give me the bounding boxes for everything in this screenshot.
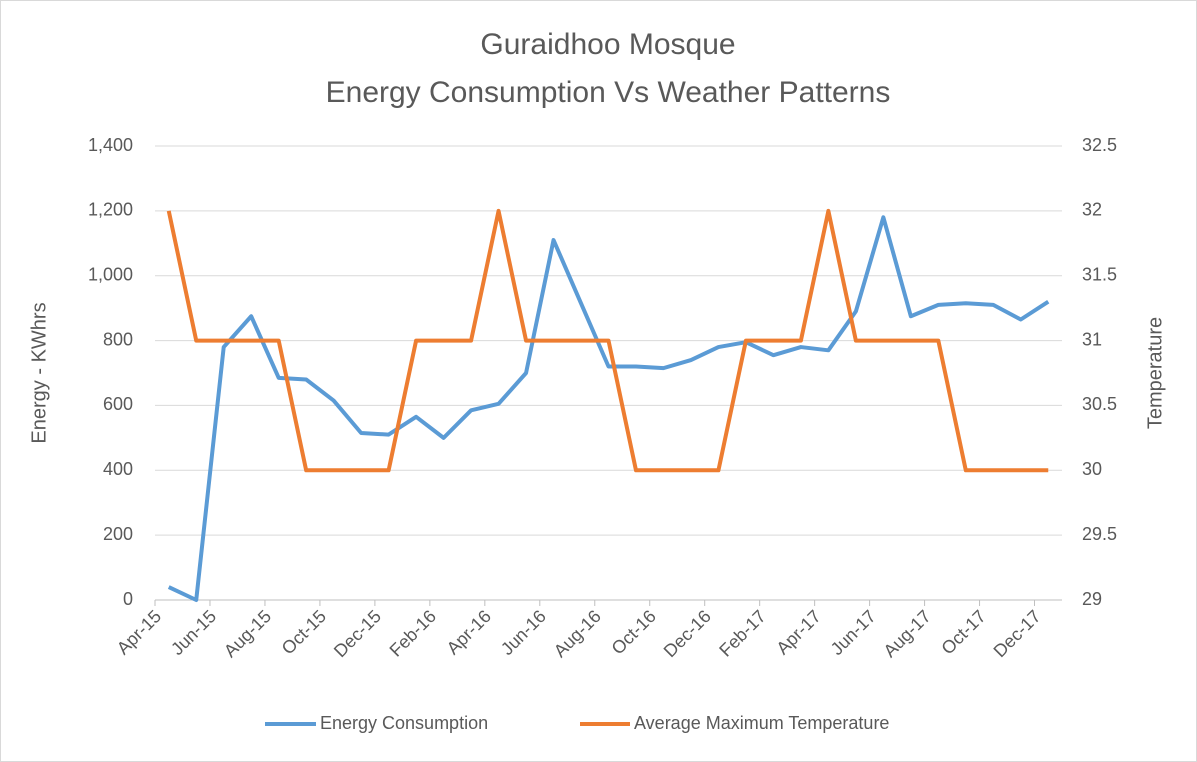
y2-tick-label: 32.5: [1082, 135, 1117, 155]
y-tick-label: 1,400: [88, 135, 133, 155]
chart-subtitle: Energy Consumption Vs Weather Patterns: [326, 76, 891, 109]
legend-label: Average Maximum Temperature: [634, 713, 889, 733]
y-tick-label: 600: [103, 394, 133, 414]
series-line: [166, 208, 1049, 473]
y-tick-label: 400: [103, 459, 133, 479]
y-tick-label: 200: [103, 524, 133, 544]
legend-label: Energy Consumption: [320, 713, 488, 733]
series-line: [167, 215, 1050, 602]
y2-tick-label: 30.5: [1082, 394, 1117, 414]
y-axis-label: Energy - KWhrs: [28, 302, 50, 443]
y2-tick-label: 32: [1082, 200, 1102, 220]
y-tick-label: 800: [103, 329, 133, 349]
y-tick-label: 1,200: [88, 200, 133, 220]
y-tick-label: 0: [123, 589, 133, 609]
y2-tick-label: 29: [1082, 589, 1102, 609]
y2-axis-label: Temperature: [1144, 317, 1166, 429]
y2-tick-label: 29.5: [1082, 524, 1117, 544]
chart-title: Guraidhoo Mosque: [480, 28, 735, 61]
y-tick-label: 1,000: [88, 264, 133, 284]
y2-tick-label: 31.5: [1082, 264, 1117, 284]
y2-tick-label: 31: [1082, 329, 1102, 349]
y2-tick-label: 30: [1082, 459, 1102, 479]
